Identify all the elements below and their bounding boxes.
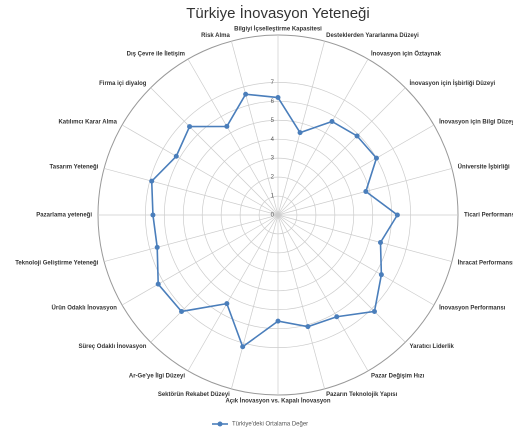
category-label: Pazar Değişim Hızı — [371, 374, 425, 380]
spoke — [187, 214, 279, 372]
category-label: Pazarlama yeteneği — [36, 213, 92, 219]
category-label: Süreç Odaklı İnovasyon — [78, 343, 146, 350]
category-label: Desteklerden Yararlanma Düzeyi — [326, 33, 419, 39]
spoke — [277, 214, 406, 343]
spoke — [277, 124, 435, 216]
y-tick-label: 5 — [271, 118, 275, 124]
data-point — [297, 130, 303, 136]
category-label: Pazarın Teknolojik Yapısı — [326, 392, 397, 398]
data-point — [173, 153, 179, 159]
category-label: Katılımcı Karar Alma — [58, 120, 117, 126]
y-tick-label: 2 — [271, 175, 275, 181]
data-point — [179, 308, 185, 314]
spoke — [121, 214, 279, 306]
data-point — [394, 212, 400, 218]
category-label: İnovasyon için Öztaynak — [371, 50, 442, 57]
legend-marker — [217, 421, 223, 427]
spoke — [104, 214, 279, 262]
spoke — [121, 124, 279, 216]
spoke — [231, 214, 279, 389]
category-label: İhracat Performansı — [458, 260, 513, 267]
category-label: Açık İnovasyon vs. Kapalı İnovasyon — [225, 398, 330, 405]
data-point — [378, 272, 384, 278]
y-tick-label: 6 — [271, 99, 275, 105]
category-label: Risk Alma — [201, 33, 230, 39]
category-label: Firma içi diyalog — [99, 81, 147, 87]
category-label: Ticari Performans — [464, 213, 513, 219]
legend-label: Türkiye'deki Ortalama Değer — [232, 422, 308, 428]
data-point — [334, 314, 340, 320]
data-point — [329, 118, 335, 124]
spoke — [277, 87, 406, 216]
category-label: Tasarım Yeteneği — [50, 164, 99, 170]
spoke — [231, 41, 279, 216]
data-point — [275, 95, 281, 101]
y-tick-label: 1 — [271, 194, 275, 200]
category-label: İnovasyon Performansı — [439, 305, 506, 312]
category-label: Dış Çevre ile İletişim — [127, 50, 185, 57]
data-point — [363, 188, 369, 194]
data-point — [150, 212, 156, 218]
spoke — [277, 214, 325, 389]
category-label: İnovasyon için İşbirliği Düzeyi — [410, 80, 496, 87]
category-label: Ürün Odaklı İnovasyon — [52, 305, 118, 312]
y-tick-label: 0 — [271, 213, 275, 219]
category-label: Üniversite İşbirliği — [458, 163, 510, 170]
spoke — [277, 41, 325, 216]
data-point — [373, 155, 379, 161]
spoke — [277, 214, 452, 262]
category-label: Ar-Ge'ye İlgi Düzeyi — [129, 373, 185, 380]
category-label: İnovasyon için Bilgi Düzeyi — [439, 119, 513, 126]
spoke — [277, 214, 369, 372]
spoke — [104, 168, 279, 216]
data-point — [155, 281, 161, 287]
y-tick-label: 4 — [271, 137, 275, 143]
category-label: Teknoloji Geliştirme Yeteneği — [15, 261, 98, 267]
data-point — [243, 91, 249, 97]
data-point — [224, 123, 230, 129]
y-tick-label: 7 — [271, 80, 275, 86]
data-point — [154, 244, 160, 250]
spoke — [150, 214, 279, 343]
chart-title: Türkiye İnovasyon Yeteneği — [186, 4, 369, 22]
data-point — [224, 301, 230, 307]
data-point — [240, 344, 246, 350]
category-label: Bilgiyi İçselleştirme Kapasitesi — [234, 26, 322, 33]
data-point — [377, 239, 383, 245]
spoke — [277, 58, 369, 216]
data-point — [354, 133, 360, 139]
category-label: Sektörün Rekabet Düzeyi — [158, 392, 230, 398]
data-point — [305, 324, 311, 330]
spoke — [187, 58, 279, 216]
data-point — [371, 308, 377, 314]
spoke — [150, 87, 279, 216]
data-point — [275, 318, 281, 324]
y-tick-label: 3 — [271, 156, 275, 162]
data-point — [149, 178, 155, 184]
spoke — [277, 214, 435, 306]
category-label: Yaratıcı Liderlik — [410, 344, 455, 350]
data-point — [187, 124, 193, 130]
